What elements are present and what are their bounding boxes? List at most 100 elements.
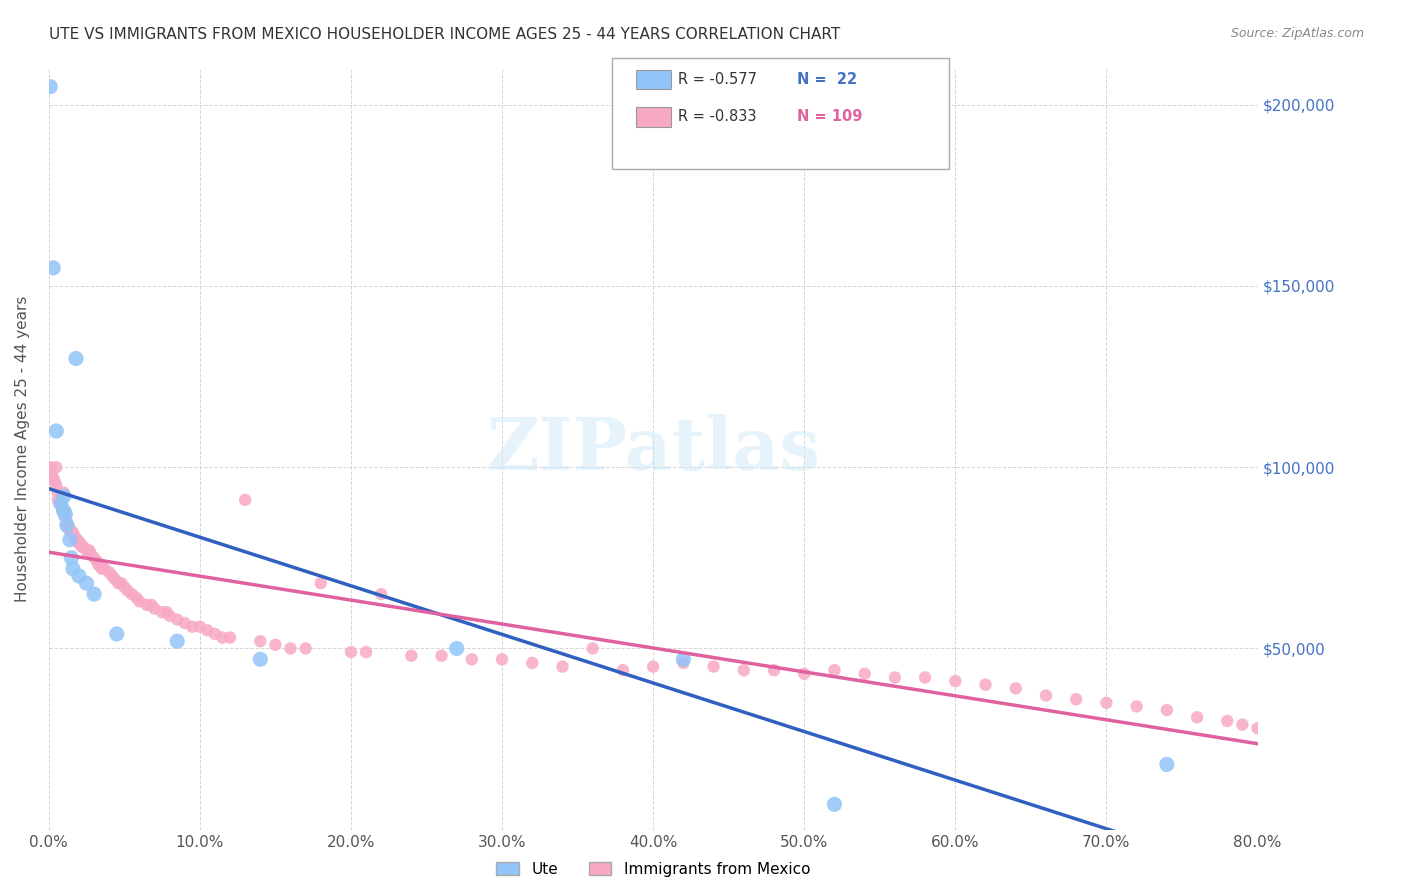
Point — [188, 620, 211, 634]
Point — [93, 562, 115, 576]
Point — [166, 634, 188, 648]
Point — [733, 663, 755, 677]
Point — [1125, 699, 1147, 714]
Point — [45, 424, 67, 438]
Point — [155, 605, 177, 619]
Point — [1246, 721, 1268, 735]
Legend: Ute, Immigrants from Mexico: Ute, Immigrants from Mexico — [489, 855, 817, 883]
Point — [45, 460, 67, 475]
Point — [1306, 739, 1329, 754]
Point — [70, 540, 93, 554]
Point — [823, 663, 845, 677]
Point — [67, 569, 90, 583]
Point — [121, 587, 143, 601]
Point — [65, 351, 87, 366]
Point — [1277, 728, 1299, 742]
Point — [66, 533, 89, 547]
Point — [643, 659, 665, 673]
Point — [173, 616, 195, 631]
Point — [1095, 696, 1118, 710]
Point — [672, 656, 695, 670]
Point — [211, 631, 233, 645]
Point — [105, 627, 128, 641]
Point — [90, 562, 112, 576]
Point — [56, 518, 79, 533]
Point — [159, 608, 181, 623]
Point — [41, 467, 63, 482]
Point — [883, 670, 905, 684]
Point — [249, 634, 271, 648]
Point — [197, 624, 219, 638]
Point — [45, 478, 67, 492]
Point — [104, 573, 127, 587]
Point — [1232, 717, 1254, 731]
Point — [974, 678, 997, 692]
Point — [79, 543, 101, 558]
Text: Source: ZipAtlas.com: Source: ZipAtlas.com — [1230, 27, 1364, 40]
Point — [1035, 689, 1057, 703]
Point — [1337, 750, 1360, 764]
Point — [52, 504, 75, 518]
Point — [763, 663, 786, 677]
Text: N =  22: N = 22 — [797, 72, 858, 87]
Point — [117, 583, 139, 598]
Point — [60, 550, 83, 565]
Text: UTE VS IMMIGRANTS FROM MEXICO HOUSEHOLDER INCOME AGES 25 - 44 YEARS CORRELATION : UTE VS IMMIGRANTS FROM MEXICO HOUSEHOLDE… — [49, 27, 841, 42]
Point — [53, 511, 76, 525]
Point — [430, 648, 453, 663]
Point — [72, 540, 94, 554]
Text: R = -0.577: R = -0.577 — [678, 72, 756, 87]
Point — [59, 533, 82, 547]
Point — [83, 550, 105, 565]
Point — [582, 641, 605, 656]
Point — [51, 504, 73, 518]
Point — [63, 529, 86, 543]
Point — [491, 652, 513, 666]
Point — [87, 558, 110, 573]
Point — [672, 652, 695, 666]
Point — [52, 485, 75, 500]
Point — [83, 587, 105, 601]
Point — [42, 471, 65, 485]
Y-axis label: Householder Income Ages 25 - 44 years: Householder Income Ages 25 - 44 years — [15, 296, 30, 602]
Point — [340, 645, 363, 659]
Point — [39, 460, 62, 475]
Point — [125, 591, 148, 605]
Point — [401, 648, 423, 663]
Point — [703, 659, 725, 673]
Point — [76, 543, 98, 558]
Point — [76, 576, 98, 591]
Point — [49, 496, 72, 510]
Point — [48, 496, 70, 510]
Point — [128, 594, 150, 608]
Point — [280, 641, 302, 656]
Point — [181, 620, 204, 634]
Point — [101, 569, 124, 583]
Point — [65, 533, 87, 547]
Point — [80, 547, 103, 561]
Point — [249, 652, 271, 666]
Point — [56, 518, 79, 533]
Point — [370, 587, 392, 601]
Point — [86, 554, 108, 568]
Point — [294, 641, 316, 656]
Point — [446, 641, 468, 656]
Point — [522, 656, 544, 670]
Point — [46, 492, 69, 507]
Point — [67, 536, 90, 550]
Point — [136, 598, 159, 612]
Point — [44, 475, 66, 489]
Point — [52, 489, 75, 503]
Point — [264, 638, 287, 652]
Point — [112, 580, 135, 594]
Point — [150, 605, 173, 619]
Point — [98, 566, 121, 580]
Point — [204, 627, 226, 641]
Point — [62, 562, 84, 576]
Point — [1292, 732, 1315, 747]
Point — [58, 522, 80, 536]
Point — [52, 508, 75, 522]
Point — [219, 631, 242, 645]
Point — [62, 525, 84, 540]
Text: R = -0.833: R = -0.833 — [678, 110, 756, 124]
